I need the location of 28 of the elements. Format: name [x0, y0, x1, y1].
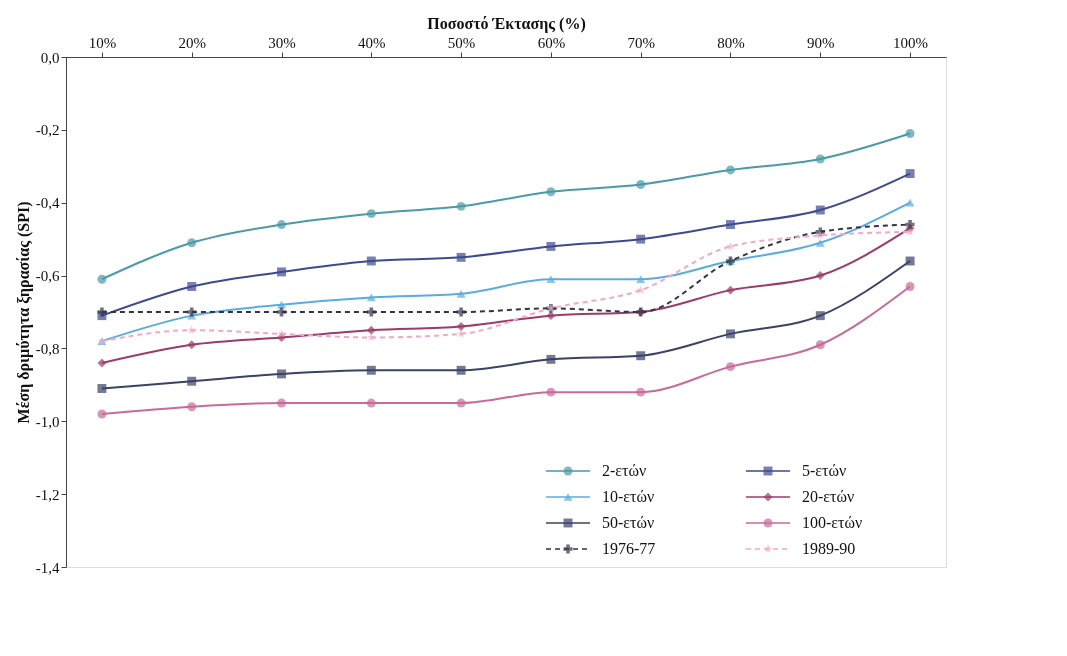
y-axis-title: Μέση δριμύτητα ξηρασίας (SPI) [14, 201, 33, 424]
x-tick-label: 90% [807, 34, 835, 51]
x-tick-label: 60% [537, 34, 566, 51]
x-tick-label: 80% [717, 34, 745, 51]
x-tick-label: 20% [178, 34, 206, 51]
legend-label: 20-ετών [802, 488, 855, 505]
y-tick-label: -0,8 [35, 340, 60, 357]
y-tick-label: 0,0 [40, 49, 60, 66]
y-tick-label: -1,2 [35, 486, 60, 503]
y-tick-label: -1,4 [35, 559, 60, 576]
legend-label: 10-ετών [602, 488, 655, 505]
legend-label: 100-ετών [802, 514, 863, 531]
x-tick-label: 70% [627, 34, 655, 51]
x-axis-title: Ποσοστό Έκτασης (%) [427, 14, 586, 33]
legend-label: 1989-90 [802, 540, 856, 557]
y-tick-label: -0,4 [35, 195, 60, 212]
x-tick-label: 100% [893, 34, 929, 51]
x-tick-label: 40% [358, 34, 386, 51]
legend-label: 50-ετών [602, 514, 655, 531]
y-tick-label: -0,6 [35, 268, 60, 285]
legend-label: 1976-77 [602, 540, 656, 557]
legend-label: 2-ετών [602, 462, 647, 479]
x-tick-label: 10% [88, 34, 117, 51]
y-tick-label: -0,2 [35, 122, 60, 139]
x-tick-label: 50% [447, 34, 476, 51]
x-tick-label: 30% [268, 34, 296, 51]
y-tick-label: -1,0 [35, 413, 60, 430]
legend-label: 5-ετών [802, 462, 847, 479]
